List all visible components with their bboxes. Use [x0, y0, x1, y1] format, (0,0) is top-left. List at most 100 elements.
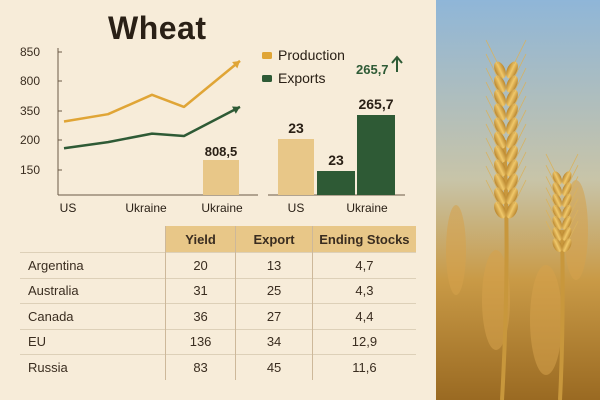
wheat-grain [494, 75, 506, 93]
wheat-grain [494, 145, 506, 163]
country-cell: Canada [20, 303, 166, 329]
wheat-awn [568, 209, 579, 230]
wheat-awn [485, 67, 499, 93]
x-tick-label: Ukraine [201, 201, 243, 215]
wheat-awn [545, 198, 556, 219]
wheat-awn [568, 198, 579, 219]
series-arrow-production [232, 60, 240, 69]
wheat-grain [506, 89, 518, 107]
table-header-ending-stocks: Ending Stocks [311, 226, 416, 253]
wheat-awn [545, 221, 556, 241]
wheat-table: Yield Export Ending Stocks Argentina 20 13… [20, 226, 416, 380]
series-arrow-exports [232, 106, 240, 114]
bar-x-tick-label: Ukraine [346, 201, 388, 215]
wheat-grain [494, 173, 506, 191]
wheat-grain [562, 204, 572, 219]
wheat-awn [485, 109, 499, 135]
wheat-awn [485, 39, 499, 65]
wheat-awn [513, 95, 527, 121]
wheat-awn [485, 95, 499, 121]
wheat-grain [552, 182, 562, 196]
wheat-awn [513, 179, 527, 205]
wheat-grain [552, 204, 562, 219]
legend-label-exports: Exports [278, 70, 325, 86]
bar-us-exports [317, 171, 355, 195]
table-header-yield: Yield [164, 226, 236, 253]
wheat-grain [494, 187, 506, 205]
wheat-awn [513, 81, 527, 107]
wheat-grain [552, 171, 562, 185]
bar-value-label: 808,5 [205, 144, 238, 159]
stocks-cell: 4,7 [311, 252, 416, 278]
yield-cell: 36 [164, 303, 236, 329]
wheat-grain [552, 216, 562, 230]
wheat-grain [562, 171, 572, 185]
wheat-awn [485, 137, 499, 163]
stocks-cell: 4,4 [311, 303, 416, 329]
wheat-grain [552, 227, 562, 241]
wheat-grain [494, 117, 506, 135]
wheat-awn [568, 187, 579, 207]
wheat-grain [562, 216, 572, 230]
table-row: Russia 83 45 11,6 [20, 354, 416, 380]
wheat-awn [513, 109, 527, 135]
y-tick-label: 350 [20, 104, 40, 118]
wheat-grain [506, 75, 518, 93]
series-line-exports [63, 105, 241, 150]
line-chart: 850 800 350 200 150 US Ukraine Ukraine 808,5 Prod… [20, 45, 345, 215]
wheat-grain [552, 238, 562, 252]
wheat-grain [494, 159, 506, 177]
wheat-grain [494, 131, 506, 149]
yield-cell: 83 [164, 354, 236, 380]
y-tick-label: 150 [20, 163, 40, 177]
wheat-grain [506, 131, 518, 149]
wheat-awn [485, 179, 499, 205]
wheat-grain [506, 187, 518, 205]
wheat-awn [568, 153, 579, 174]
wheat-awn [513, 123, 527, 149]
wheat-awn [545, 176, 556, 196]
table-row: Canada 36 27 4,4 [20, 303, 416, 329]
y-tick-label: 800 [20, 74, 40, 88]
wheat-grain [506, 103, 518, 121]
y-tick-label: 200 [20, 133, 40, 147]
table-row: Argentina 20 13 4,7 [20, 252, 416, 278]
bar-us-production [278, 139, 314, 195]
wheat-grain [552, 193, 562, 208]
wheat-grain [506, 145, 518, 163]
yield-cell: 20 [164, 252, 236, 278]
wheat-awn [485, 151, 499, 177]
wheat-awn [513, 151, 527, 177]
stocks-cell: 4,3 [311, 277, 416, 304]
wheat-grain [562, 182, 572, 196]
wheat-awn [513, 39, 527, 65]
wheat-awn [513, 67, 527, 93]
wheat-awn [485, 81, 499, 107]
annotation-label: 265,7 [356, 62, 389, 77]
wheat-grain [506, 117, 518, 135]
wheat-grain [506, 159, 518, 177]
wheat-grain [494, 103, 506, 121]
export-cell: 13 [235, 252, 313, 278]
wheat-awn [545, 209, 556, 230]
bar-value-label: 23 [328, 152, 344, 168]
bar-808-5 [203, 160, 239, 195]
wheat-awn [513, 53, 527, 79]
wheat-grain [506, 173, 518, 191]
legend-swatch-production [262, 52, 272, 59]
wheat-photo [436, 0, 600, 400]
wheat-awn [485, 53, 499, 79]
export-cell: 27 [235, 303, 313, 329]
table-header-export: Export [235, 226, 313, 253]
stocks-cell: 12,9 [311, 328, 416, 355]
wheat-grain [494, 89, 506, 107]
wheat-grain [562, 227, 572, 241]
up-arrow-icon [391, 55, 403, 72]
legend-label-production: Production [278, 47, 345, 63]
bar-value-label: 23 [288, 120, 304, 136]
wheat-grain [562, 238, 572, 252]
export-cell: 25 [235, 277, 313, 304]
yield-cell: 136 [164, 328, 236, 355]
wheat-awn [513, 137, 527, 163]
legend-swatch-exports [262, 75, 272, 82]
